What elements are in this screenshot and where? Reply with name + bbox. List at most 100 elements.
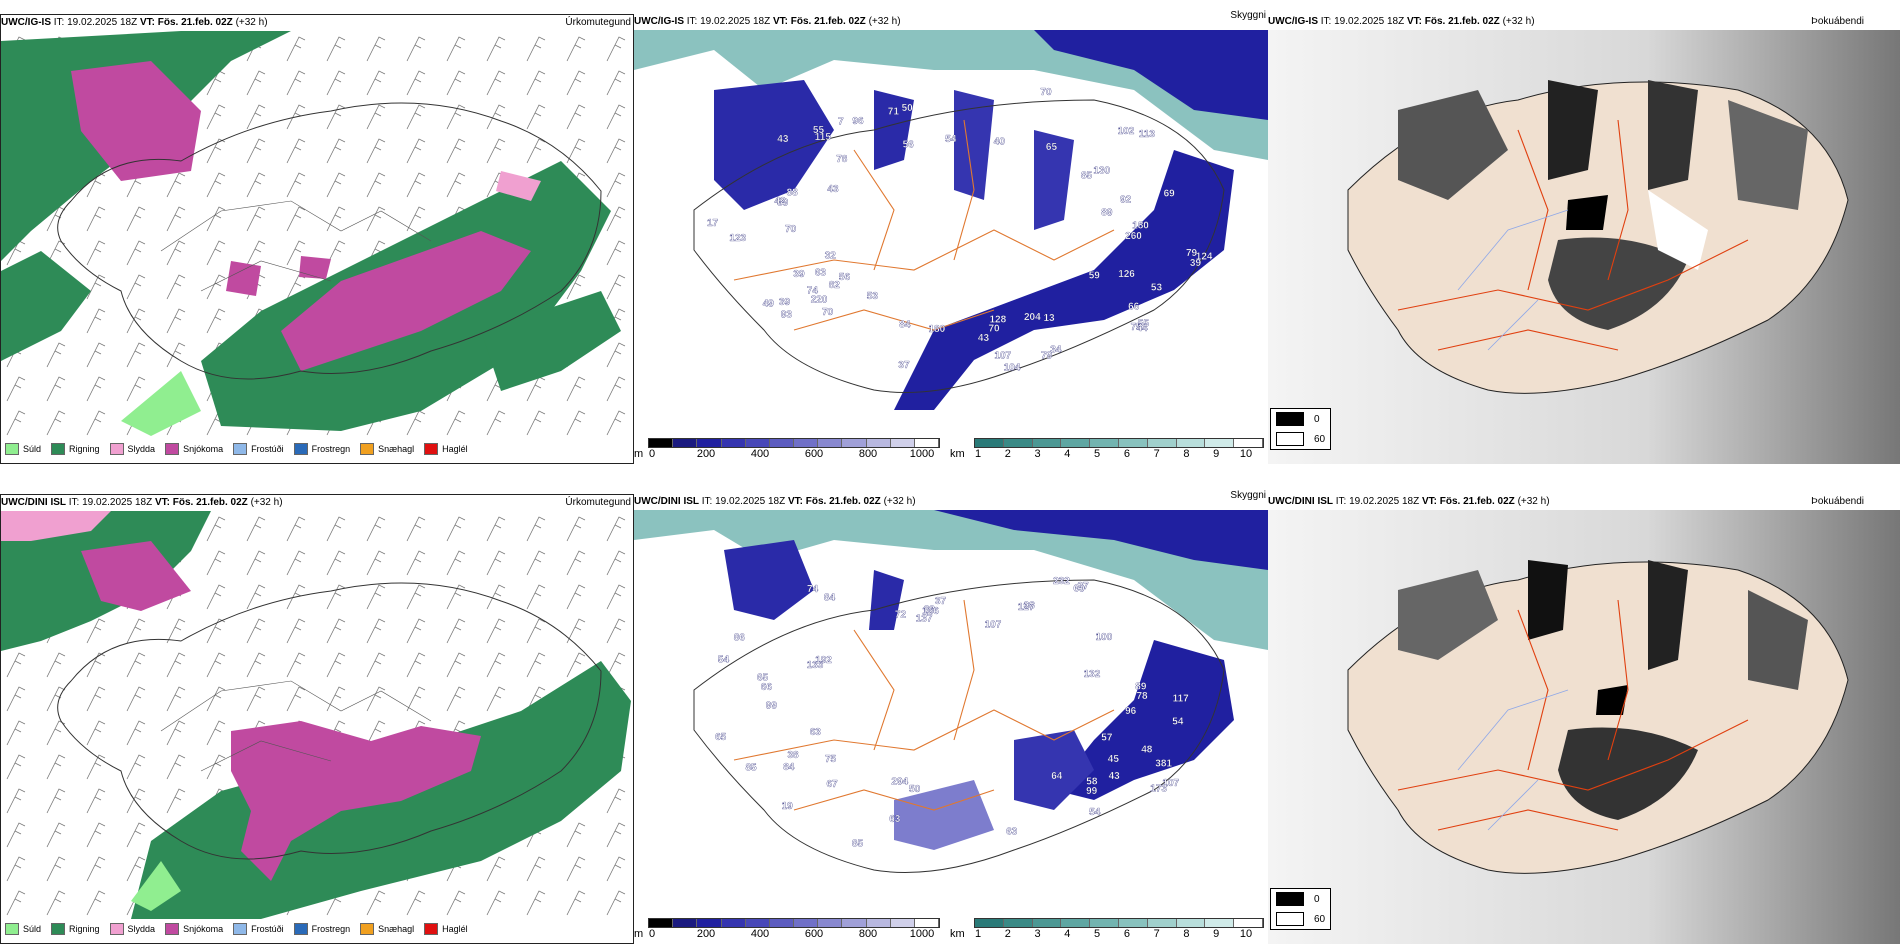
precip-legend: Súld Rigning Slydda Snjókoma Frostúði Frostre… <box>5 923 468 935</box>
ceiling-value-label: 192 <box>815 655 832 666</box>
ceiling-strip <box>648 918 940 928</box>
colorbar-cell <box>673 439 698 447</box>
colorbar-cell <box>866 439 891 447</box>
ceiling-value-label: 48 <box>1141 744 1153 755</box>
ceiling-value-label: 173 <box>1150 784 1167 795</box>
ceiling-value-label: 63 <box>1006 827 1018 838</box>
ceiling-value-label: 86 <box>734 633 746 644</box>
ceiling-value-label: 85 <box>746 763 758 774</box>
ceiling-value-label: 180 <box>929 324 946 335</box>
fog-legend-label: 0 <box>1314 893 1320 905</box>
colorbar-cell <box>975 439 1004 447</box>
colorbar-tick-label: 600 <box>804 928 824 940</box>
legend-label: Haglél <box>442 444 468 454</box>
model-name: UWC/IG-IS <box>1268 16 1318 27</box>
legend-label: Snjókoma <box>183 924 224 934</box>
fog-legend-swatch <box>1276 432 1304 446</box>
legend-label: Súld <box>23 924 42 934</box>
colorbar-tick-label: 400 <box>750 928 770 940</box>
vt-label: VT: <box>787 496 803 507</box>
colorbar-tick-label: 2 <box>1004 448 1011 460</box>
legend-swatch <box>5 923 19 935</box>
ceiling-value-label: 294 <box>891 776 908 787</box>
ceiling-value-label: 27 <box>1078 581 1090 592</box>
ceiling-value-label: 132 <box>1084 669 1101 680</box>
colorbar-tick-label: 1000 <box>909 928 935 940</box>
legend-swatch <box>424 443 439 455</box>
legend-label: Rigning <box>69 924 100 934</box>
colorbar-tick-label: 400 <box>750 448 770 460</box>
ceiling-value-label: 39 <box>1190 258 1202 269</box>
colorbar-cell <box>769 439 795 447</box>
model-name: UWC/IG-IS <box>634 16 684 27</box>
legend-swatch <box>293 443 308 455</box>
panel-header: UWC/DINI ISL IT: 19.02.2025 18Z VT: Fös.… <box>634 490 1268 510</box>
colorbar-tick-label: 3 <box>1034 928 1041 940</box>
ceiling-value-label: 85 <box>852 838 864 849</box>
ceiling-value-label: 83 <box>924 605 936 616</box>
ceiling-value-label: 128 <box>990 315 1007 326</box>
legend-item: Frostregn <box>293 923 350 935</box>
it-label: IT: <box>1335 496 1347 507</box>
legend-swatch <box>424 923 439 935</box>
colorbar-cell <box>1234 919 1263 927</box>
legend-label: Snæhagl <box>378 444 415 454</box>
colorbar-cell <box>1061 439 1091 447</box>
ceiling-value-label: 54 <box>945 134 957 145</box>
precip-panel-bottom: UWC/DINI ISL IT: 19.02.2025 18Z VT: Fös.… <box>0 494 634 944</box>
legend-item: Snjókoma <box>165 923 223 935</box>
ceiling-value-label: 19 <box>782 801 794 812</box>
ceiling-map: 294 137 89 84 65 99 57 72 48 133 99 107 50 63 54 86 85 10… <box>634 510 1268 908</box>
it-value: 19.02.2025 18Z <box>700 16 771 27</box>
precip-legend: Súld Rigning Slydda Snjókoma Frostúði Frostre… <box>5 443 468 455</box>
model-name: UWC/DINI ISL <box>1 497 66 508</box>
ceiling-value-label: 65 <box>757 673 769 684</box>
colorbar-cell <box>1032 439 1062 447</box>
legend-item: Súld <box>5 443 41 455</box>
colorbar-cell <box>914 919 940 927</box>
legend-swatch <box>109 923 124 935</box>
colorbar-cell <box>975 919 1004 927</box>
ceiling-value-label: 42 <box>775 196 787 207</box>
fog-map-svg <box>1268 30 1900 464</box>
ceiling-value-label: 13 <box>1044 313 1056 324</box>
ceiling-map-svg: 113 126 85 70 78 75 82 70 66 84 79 79 63 88 50 59 56 180 1… <box>634 30 1268 428</box>
ceiling-value-label: 137 <box>916 613 933 624</box>
legend-swatch <box>233 443 248 455</box>
colorbar-tick-label: 5 <box>1094 928 1101 940</box>
ceiling-value-label: 54 <box>1172 716 1184 727</box>
colorbar-cell <box>1118 919 1148 927</box>
colorbar-cell <box>842 919 867 927</box>
fog-legend-row: 60 <box>1271 909 1330 929</box>
fog-legend: 0 60 <box>1270 408 1332 450</box>
panel-header: UWC/IG-IS IT: 19.02.2025 18Z VT: Fös. 21… <box>1268 14 1900 30</box>
ceiling-value-label: 69 <box>1164 188 1176 199</box>
colorbar-cell <box>1147 919 1177 927</box>
legend-swatch <box>233 923 248 935</box>
legend-label: Frostúði <box>251 444 284 454</box>
legend-item: Snæhagl <box>360 923 414 935</box>
legend-label: Snjókoma <box>183 444 224 454</box>
ceiling-value-label: 37 <box>935 596 947 607</box>
ceiling-value-label: 54 <box>718 654 730 665</box>
fog-legend-row: 60 <box>1271 429 1330 449</box>
colorbar-tick-label: 0 <box>648 448 656 460</box>
cloud-panel-bottom: UWC/DINI ISL IT: 19.02.2025 18Z VT: Fös.… <box>634 490 1268 944</box>
vt-label: VT: <box>772 16 788 27</box>
legend-item: Súld <box>5 923 41 935</box>
ceiling-value-label: 102 <box>1118 126 1135 137</box>
ceiling-value-label: 100 <box>1096 632 1113 643</box>
colorbar-tick-label: 8 <box>1183 928 1190 940</box>
ceiling-map: 113 126 85 70 78 75 82 70 66 84 79 79 63 88 50 59 56 180 1… <box>634 30 1268 428</box>
legend-item: Frostregn <box>293 443 350 455</box>
panel-header: UWC/IG-IS IT: 19.02.2025 18Z VT: Fös. 21… <box>1 15 633 31</box>
fog-legend-label: 60 <box>1314 913 1326 925</box>
lead-time: (+32 h) <box>1502 16 1535 27</box>
legend-label: Slydda <box>127 924 156 934</box>
ceiling-value-label: 34 <box>1050 344 1062 355</box>
ceiling-value-label: 39 <box>793 269 805 280</box>
ceiling-value-label: 115 <box>815 132 832 143</box>
colorbar-tick-label: 8 <box>1183 448 1190 460</box>
ceiling-value-label: 99 <box>1086 786 1098 797</box>
ceiling-map-svg: 294 137 89 84 65 99 57 72 48 133 99 107 50 63 54 86 85 10… <box>634 510 1268 908</box>
